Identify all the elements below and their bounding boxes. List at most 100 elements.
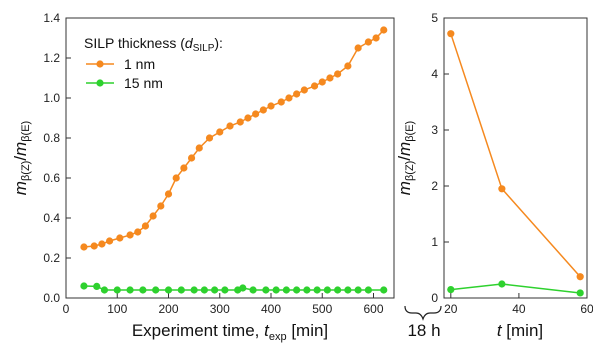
data-point-1nm xyxy=(267,102,275,110)
data-point-1nm xyxy=(149,212,157,220)
data-point-1nm xyxy=(244,114,252,122)
data-point-15nm xyxy=(177,286,185,294)
data-point-1nm xyxy=(380,26,388,34)
data-point-15nm xyxy=(221,286,229,294)
legend-marker-15nm xyxy=(96,79,104,87)
data-point-15nm xyxy=(239,284,247,292)
y-tick-label: 1.4 xyxy=(43,11,60,25)
data-point-15nm xyxy=(354,286,362,294)
data-point-15nm xyxy=(313,286,321,294)
data-point-15nm xyxy=(249,286,257,294)
data-point-15nm xyxy=(334,286,342,294)
data-point-15nm xyxy=(93,282,101,290)
legend-marker-1nm xyxy=(96,60,104,68)
break-brace xyxy=(404,305,442,321)
y-tick-label: 2 xyxy=(431,179,438,193)
data-point-1nm xyxy=(354,44,362,52)
y-tick-label: 0.8 xyxy=(43,131,60,145)
data-point-15nm xyxy=(282,286,290,294)
legend-title: SILP thickness (dSILP): xyxy=(84,35,223,54)
data-point-15nm xyxy=(323,286,331,294)
data-point-15nm xyxy=(576,289,584,297)
data-point-1nm xyxy=(259,106,267,114)
data-point-15nm xyxy=(498,280,506,288)
data-point-15nm xyxy=(364,286,372,294)
y-tick-label: 1 xyxy=(431,235,438,249)
data-point-15nm xyxy=(211,286,219,294)
data-point-1nm xyxy=(236,118,244,126)
data-point-1nm xyxy=(293,90,301,98)
data-point-1nm xyxy=(116,234,124,242)
x-tick-label: 300 xyxy=(210,302,230,316)
data-point-15nm xyxy=(447,286,455,294)
right-x-ticks: 20 40 60 xyxy=(444,293,593,316)
data-point-15nm xyxy=(293,286,301,294)
right-y-ticks: 0 1 2 3 4 5 xyxy=(431,11,449,305)
series-line-15nm xyxy=(450,283,581,294)
x-tick-label: 40 xyxy=(512,302,526,316)
series-line-1nm xyxy=(450,33,581,278)
data-point-1nm xyxy=(226,122,234,130)
right-series xyxy=(447,30,584,297)
x-tick-label: 100 xyxy=(107,302,127,316)
data-point-1nm xyxy=(141,222,150,230)
x-tick-label: 60 xyxy=(580,302,593,316)
left-x-axis-label: Experiment time, texp [min] xyxy=(132,321,328,343)
data-point-1nm xyxy=(285,94,293,102)
data-point-15nm xyxy=(303,286,311,294)
data-point-1nm xyxy=(300,86,308,94)
data-point-1nm xyxy=(187,154,196,162)
y-tick-label: 5 xyxy=(431,11,438,25)
data-point-1nm xyxy=(252,110,260,118)
x-tick-label: 200 xyxy=(158,302,178,316)
data-point-15nm xyxy=(113,286,121,294)
y-tick-label: 4 xyxy=(431,67,438,81)
y-tick-label: 1.0 xyxy=(43,91,60,105)
x-tick-label: 0 xyxy=(63,302,70,316)
data-point-1nm xyxy=(372,34,380,42)
data-point-1nm xyxy=(195,144,203,152)
break-label: 18 h xyxy=(407,321,440,340)
left-series xyxy=(80,26,388,294)
data-point-15nm xyxy=(126,286,134,294)
y-tick-label: 1.2 xyxy=(43,51,60,65)
data-point-1nm xyxy=(447,30,455,38)
y-tick-label: 0 xyxy=(431,291,438,305)
data-point-1nm xyxy=(105,237,114,245)
data-point-1nm xyxy=(98,240,106,248)
y-tick-label: 0.6 xyxy=(43,171,60,185)
left-plot-frame xyxy=(65,17,395,299)
data-point-1nm xyxy=(576,273,584,281)
legend-label-15nm: 15 nm xyxy=(124,75,163,91)
y-tick-label: 0.0 xyxy=(43,291,60,305)
data-point-15nm xyxy=(272,286,280,294)
data-point-15nm xyxy=(80,282,88,290)
legend-label-1nm: 1 nm xyxy=(124,56,155,72)
data-point-15nm xyxy=(200,286,208,294)
data-point-1nm xyxy=(180,164,188,172)
legend: SILP thickness (dSILP): 1 nm 15 nm xyxy=(84,35,223,91)
data-point-1nm xyxy=(326,74,334,82)
data-point-1nm xyxy=(164,190,173,198)
right-x-axis-label: t [min] xyxy=(497,321,543,340)
data-point-15nm xyxy=(380,286,388,294)
x-tick-label: 600 xyxy=(363,302,383,316)
y-tick-label: 0.4 xyxy=(43,211,60,225)
data-point-15nm xyxy=(139,286,147,294)
data-point-1nm xyxy=(334,70,342,78)
left-y-ticks: 0.0 0.2 0.4 0.6 0.8 1.0 1.2 1.4 xyxy=(43,11,71,305)
data-point-1nm xyxy=(80,243,88,251)
data-point-15nm xyxy=(262,286,270,294)
data-point-1nm xyxy=(172,174,180,182)
left-y-axis-label: mβ(Z)/mβ(E) xyxy=(11,121,32,195)
time-break: 18 h xyxy=(404,305,442,340)
right-panel: 0 1 2 3 4 5 20 40 60 mβ(Z)/mβ(E) t [min] xyxy=(395,11,593,340)
data-point-15nm xyxy=(344,286,352,294)
data-point-1nm xyxy=(90,242,98,250)
y-tick-label: 3 xyxy=(431,123,438,137)
data-point-1nm xyxy=(318,78,326,86)
data-point-1nm xyxy=(310,82,319,90)
data-point-1nm xyxy=(216,128,224,136)
y-tick-label: 0.2 xyxy=(43,251,60,265)
